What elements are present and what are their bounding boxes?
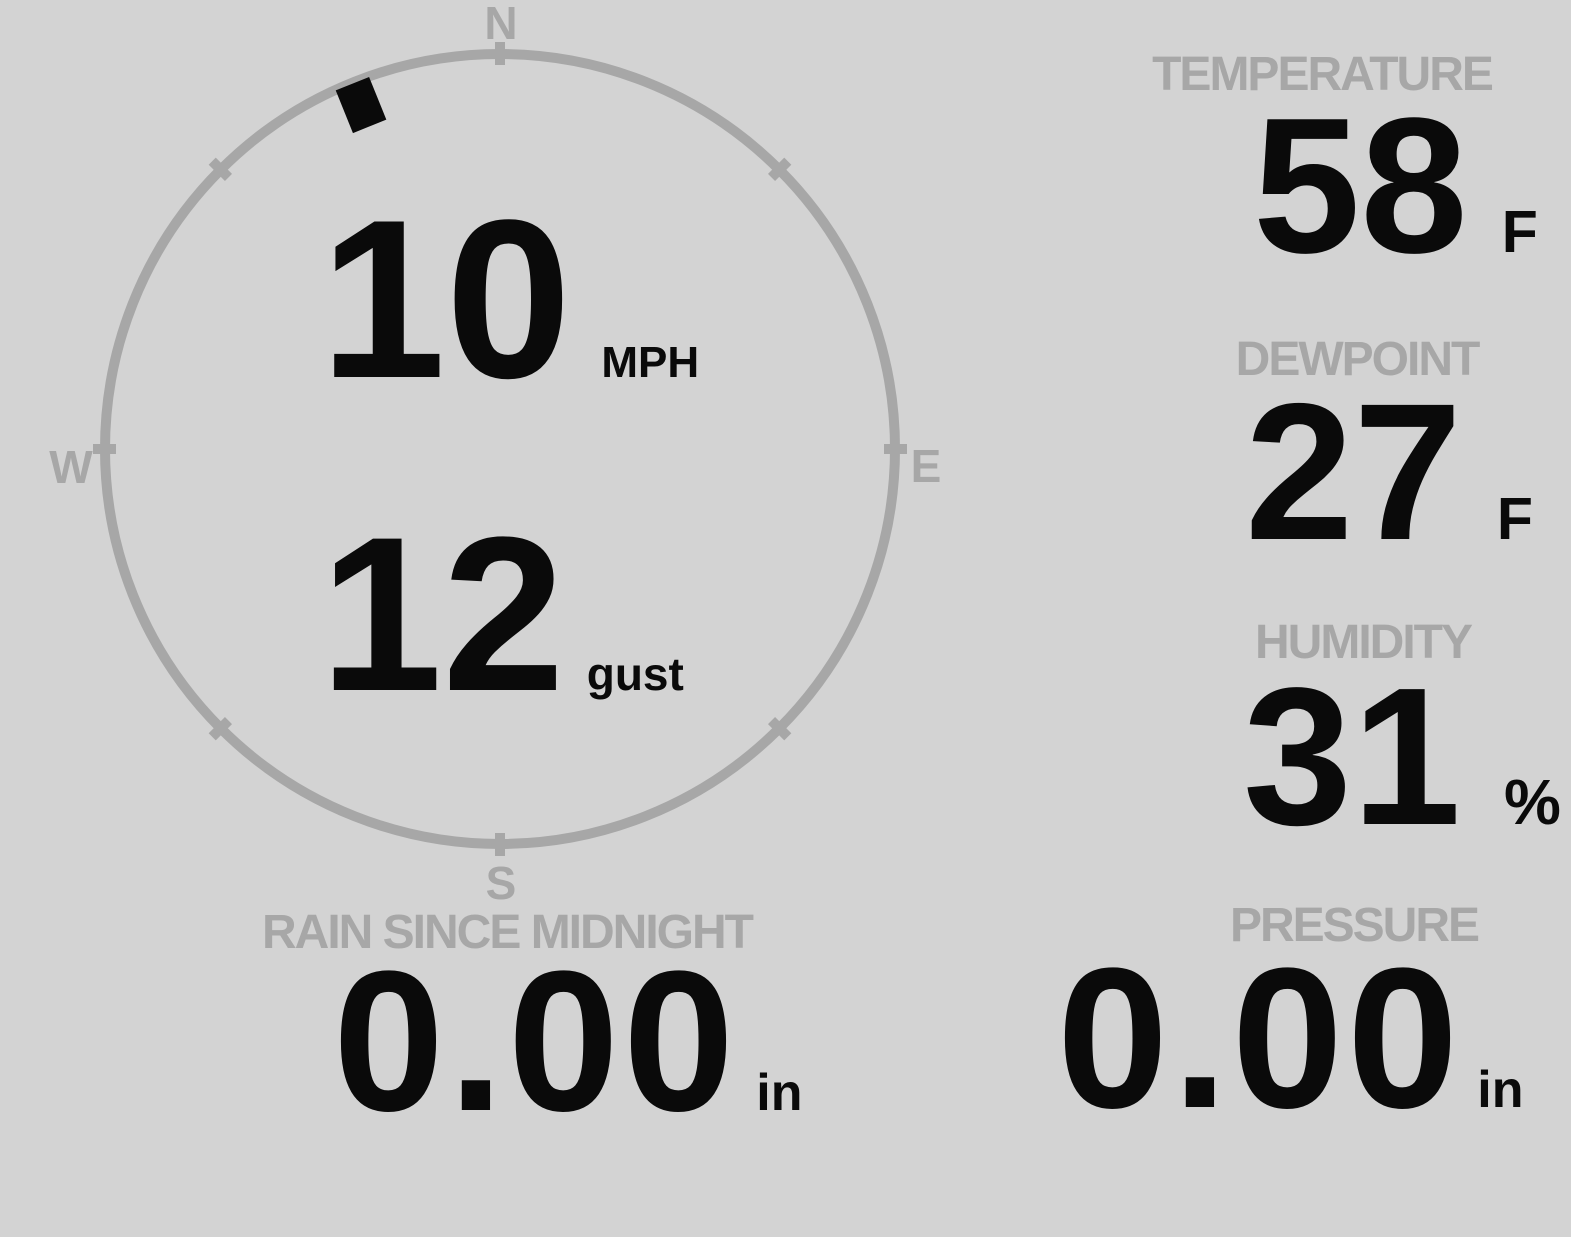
humidity-unit: % [1504, 766, 1561, 838]
humidity-label: HUMIDITY [1255, 616, 1473, 669]
compass-label-east: E [910, 440, 942, 492]
compass-label-west: W [49, 441, 93, 493]
dewpoint-unit: F [1496, 486, 1533, 552]
pressure-label: PRESSURE [1229, 899, 1480, 952]
dewpoint-label: DEWPOINT [1235, 333, 1481, 386]
tick-sw [208, 716, 233, 741]
temperature-readout: 58 F [1253, 89, 1538, 282]
humidity-value: 31 [1243, 647, 1462, 866]
wind-gust-label: gust [586, 648, 684, 700]
wind-speed-readout: 10 MPH [320, 186, 699, 412]
rain-value: 0.00 [333, 930, 739, 1153]
wind-speed-value: 10 [320, 172, 572, 425]
compass-label-north: N [484, 0, 518, 49]
rain-label: RAIN SINCE MIDNIGHT [262, 906, 754, 959]
pressure-value: 0.00 [1057, 927, 1463, 1150]
tick-ne [767, 157, 792, 182]
dewpoint-readout: 27 F [1245, 375, 1533, 570]
pressure-unit: in [1477, 1061, 1524, 1119]
humidity-readout: 31 % [1243, 659, 1561, 855]
rain-unit: in [756, 1064, 803, 1122]
tick-se [767, 716, 792, 741]
compass-dial [93, 42, 907, 856]
compass-tick-marks [93, 42, 907, 856]
rain-readout: 0.00 in [333, 942, 802, 1142]
temperature-label: TEMPERATURE [1152, 48, 1494, 101]
compass-label-south: S [485, 857, 517, 909]
temperature-value: 58 [1253, 77, 1468, 293]
wind-direction-marker [335, 76, 387, 134]
dewpoint-value: 27 [1245, 363, 1462, 581]
pressure-readout: 0.00 in [1057, 939, 1523, 1139]
wind-speed-unit: MPH [601, 338, 700, 387]
wind-gust-value: 12 [320, 491, 565, 737]
wind-gust-readout: 12 gust [320, 504, 684, 724]
tick-nw [208, 157, 233, 182]
temperature-unit: F [1501, 199, 1538, 265]
